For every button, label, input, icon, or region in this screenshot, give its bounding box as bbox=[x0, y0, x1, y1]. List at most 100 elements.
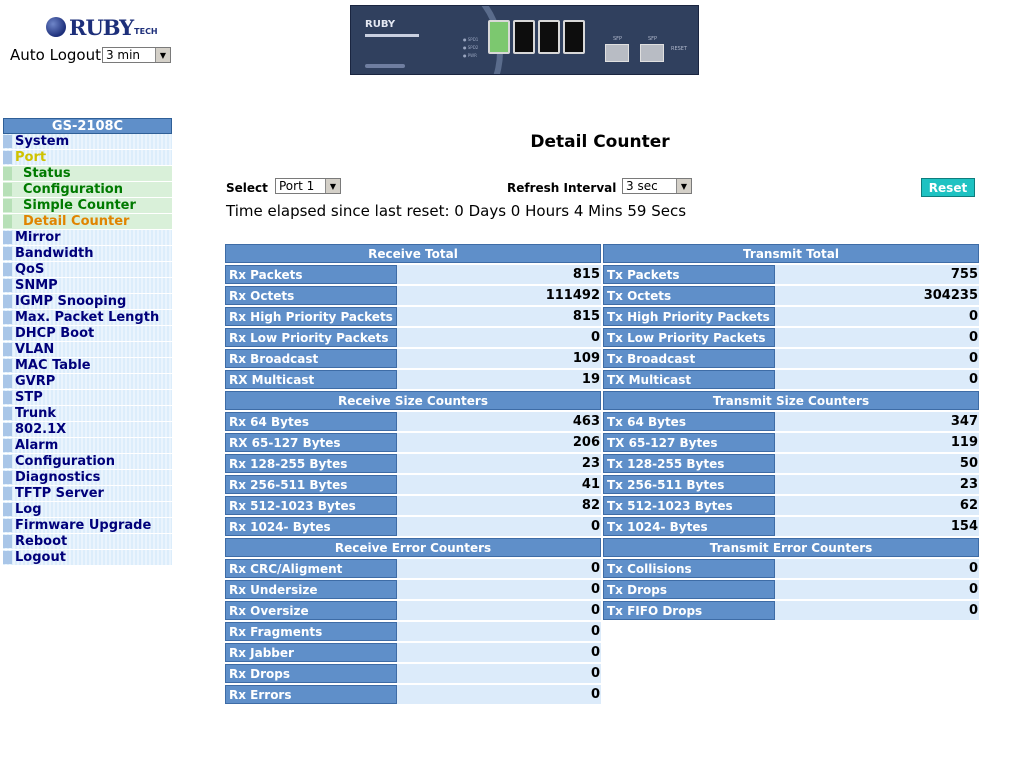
led-label: SPD1 bbox=[467, 37, 479, 42]
counter-value: 463 bbox=[572, 414, 600, 429]
sidebar-item-max-packet-length[interactable]: Max. Packet Length bbox=[3, 310, 172, 326]
sidebar-item-firmware-upgrade[interactable]: Firmware Upgrade bbox=[3, 518, 172, 534]
counter-label: Rx Low Priority Packets bbox=[225, 328, 397, 347]
counter-value: 0 bbox=[968, 351, 978, 366]
refresh-interval-select[interactable]: 3 sec ▼ bbox=[622, 178, 692, 194]
sidebar-item-mirror[interactable]: Mirror bbox=[3, 230, 172, 246]
ethernet-port-1[interactable] bbox=[488, 20, 510, 54]
time-elapsed: Time elapsed since last reset: 0 Days 0 … bbox=[226, 202, 687, 220]
receive-section-header: Receive Error Counters bbox=[225, 538, 601, 557]
counter-value: 0 bbox=[968, 603, 978, 618]
port-select-label: Select bbox=[226, 181, 268, 195]
panel-logo-underline bbox=[365, 34, 419, 37]
sidebar-item-configuration[interactable]: Configuration bbox=[3, 454, 172, 470]
counter-row: Tx 256-511 Bytes 23 bbox=[603, 475, 979, 494]
panel-logo: RUBY bbox=[365, 19, 396, 30]
sidebar-item-port[interactable]: Port bbox=[3, 150, 172, 166]
counter-label: Tx 1024- Bytes bbox=[603, 517, 775, 536]
counter-row: Rx 256-511 Bytes 41 bbox=[225, 475, 601, 494]
counter-row: Rx Undersize 0 bbox=[225, 580, 601, 599]
counter-value: 0 bbox=[590, 519, 600, 534]
counter-value: 304235 bbox=[923, 288, 978, 303]
counter-value: 111492 bbox=[545, 288, 600, 303]
counter-label: Rx 512-1023 Bytes bbox=[225, 496, 397, 515]
sidebar-item-802-1x[interactable]: 802.1X bbox=[3, 422, 172, 438]
sidebar-item-igmp-snooping[interactable]: IGMP Snooping bbox=[3, 294, 172, 310]
counter-label: Rx High Priority Packets bbox=[225, 307, 397, 326]
sidebar-item-bandwidth[interactable]: Bandwidth bbox=[3, 246, 172, 262]
receive-column: Receive Total Rx Packets 815 Rx Octets 11149… bbox=[225, 244, 601, 706]
counter-row: Tx Drops 0 bbox=[603, 580, 979, 599]
sfp-port-2[interactable] bbox=[640, 44, 664, 62]
counter-value: 19 bbox=[581, 372, 600, 387]
led-label: PWR bbox=[467, 53, 477, 58]
port-select[interactable]: Port 1 ▼ bbox=[275, 178, 341, 194]
counter-value: 0 bbox=[968, 582, 978, 597]
sidebar-item-mac-table[interactable]: MAC Table bbox=[3, 358, 172, 374]
sidebar-item-detail-counter[interactable]: Detail Counter bbox=[3, 214, 172, 230]
sidebar-item-reboot[interactable]: Reboot bbox=[3, 534, 172, 550]
chevron-down-icon: ▼ bbox=[325, 179, 340, 193]
sfp-port-1[interactable] bbox=[605, 44, 629, 62]
chevron-down-icon: ▼ bbox=[676, 179, 691, 193]
counter-label: Rx Drops bbox=[225, 664, 397, 683]
auto-logout-select[interactable]: 3 min ▼ bbox=[101, 47, 171, 63]
counter-row: Tx 512-1023 Bytes 62 bbox=[603, 496, 979, 515]
counter-row: Tx Octets 304235 bbox=[603, 286, 979, 305]
sidebar-item-snmp[interactable]: SNMP bbox=[3, 278, 172, 294]
ethernet-port-4[interactable] bbox=[563, 20, 585, 54]
reset-label: RESET bbox=[671, 46, 688, 52]
counter-row: Rx 1024- Bytes 0 bbox=[225, 517, 601, 536]
sidebar-item-stp[interactable]: STP bbox=[3, 390, 172, 406]
page-title: Detail Counter bbox=[530, 132, 670, 152]
sidebar-item-gvrp[interactable]: GVRP bbox=[3, 374, 172, 390]
counter-label: RX 65-127 Bytes bbox=[225, 433, 397, 452]
counter-label: Tx Drops bbox=[603, 580, 775, 599]
ruby-tech-logo: RUBY TECH bbox=[46, 14, 158, 40]
counter-label: Tx High Priority Packets bbox=[603, 307, 775, 326]
ethernet-port-2[interactable] bbox=[513, 20, 535, 54]
counter-row: RX 65-127 Bytes 206 bbox=[225, 433, 601, 452]
counter-label: Tx 128-255 Bytes bbox=[603, 454, 775, 473]
sidebar-item-tftp-server[interactable]: TFTP Server bbox=[3, 486, 172, 502]
counter-row: Tx Packets 755 bbox=[603, 265, 979, 284]
led-label: SPD2 bbox=[467, 45, 479, 50]
counter-label: Rx Oversize bbox=[225, 601, 397, 620]
counter-value: 0 bbox=[590, 624, 600, 639]
counter-value: 0 bbox=[590, 603, 600, 618]
counter-label: Tx Packets bbox=[603, 265, 775, 284]
sidebar-item-simple-counter[interactable]: Simple Counter bbox=[3, 198, 172, 214]
sidebar-item-alarm[interactable]: Alarm bbox=[3, 438, 172, 454]
counter-label: Rx Broadcast bbox=[225, 349, 397, 368]
sidebar-item-vlan[interactable]: VLAN bbox=[3, 342, 172, 358]
counter-value: 0 bbox=[590, 561, 600, 576]
counter-value: 0 bbox=[968, 309, 978, 324]
sidebar-item-log[interactable]: Log bbox=[3, 502, 172, 518]
counter-label: Tx Octets bbox=[603, 286, 775, 305]
counter-controls: Select Port 1 ▼ Refresh Interval 3 sec ▼… bbox=[226, 178, 978, 198]
sidebar-item-status[interactable]: Status bbox=[3, 166, 172, 182]
sidebar-item-system[interactable]: System bbox=[3, 134, 172, 150]
sidebar-item-configuration[interactable]: Configuration bbox=[3, 182, 172, 198]
sidebar-item-dhcp-boot[interactable]: DHCP Boot bbox=[3, 326, 172, 342]
ethernet-port-3[interactable] bbox=[538, 20, 560, 54]
counter-label: RX Multicast bbox=[225, 370, 397, 389]
sidebar-item-logout[interactable]: Logout bbox=[3, 550, 172, 566]
counter-label: Tx 256-511 Bytes bbox=[603, 475, 775, 494]
sidebar-item-trunk[interactable]: Trunk bbox=[3, 406, 172, 422]
counter-label: Rx Undersize bbox=[225, 580, 397, 599]
sidebar-item-diagnostics[interactable]: Diagnostics bbox=[3, 470, 172, 486]
sidebar-item-qos[interactable]: QoS bbox=[3, 262, 172, 278]
counter-row: Tx FIFO Drops 0 bbox=[603, 601, 979, 620]
counter-row: Tx Broadcast 0 bbox=[603, 349, 979, 368]
reset-button[interactable]: Reset bbox=[921, 178, 975, 197]
auto-logout-label: Auto Logout bbox=[10, 46, 101, 64]
counter-row: Tx Collisions 0 bbox=[603, 559, 979, 578]
sidebar-menu: System Port Status Configuration Simple Coun… bbox=[3, 134, 172, 566]
counter-label: Rx Octets bbox=[225, 286, 397, 305]
counter-value: 0 bbox=[590, 330, 600, 345]
counter-row: Rx Drops 0 bbox=[225, 664, 601, 683]
receive-section-header: Receive Size Counters bbox=[225, 391, 601, 410]
counter-row: Rx Broadcast 109 bbox=[225, 349, 601, 368]
transmit-section-header: Transmit Error Counters bbox=[603, 538, 979, 557]
